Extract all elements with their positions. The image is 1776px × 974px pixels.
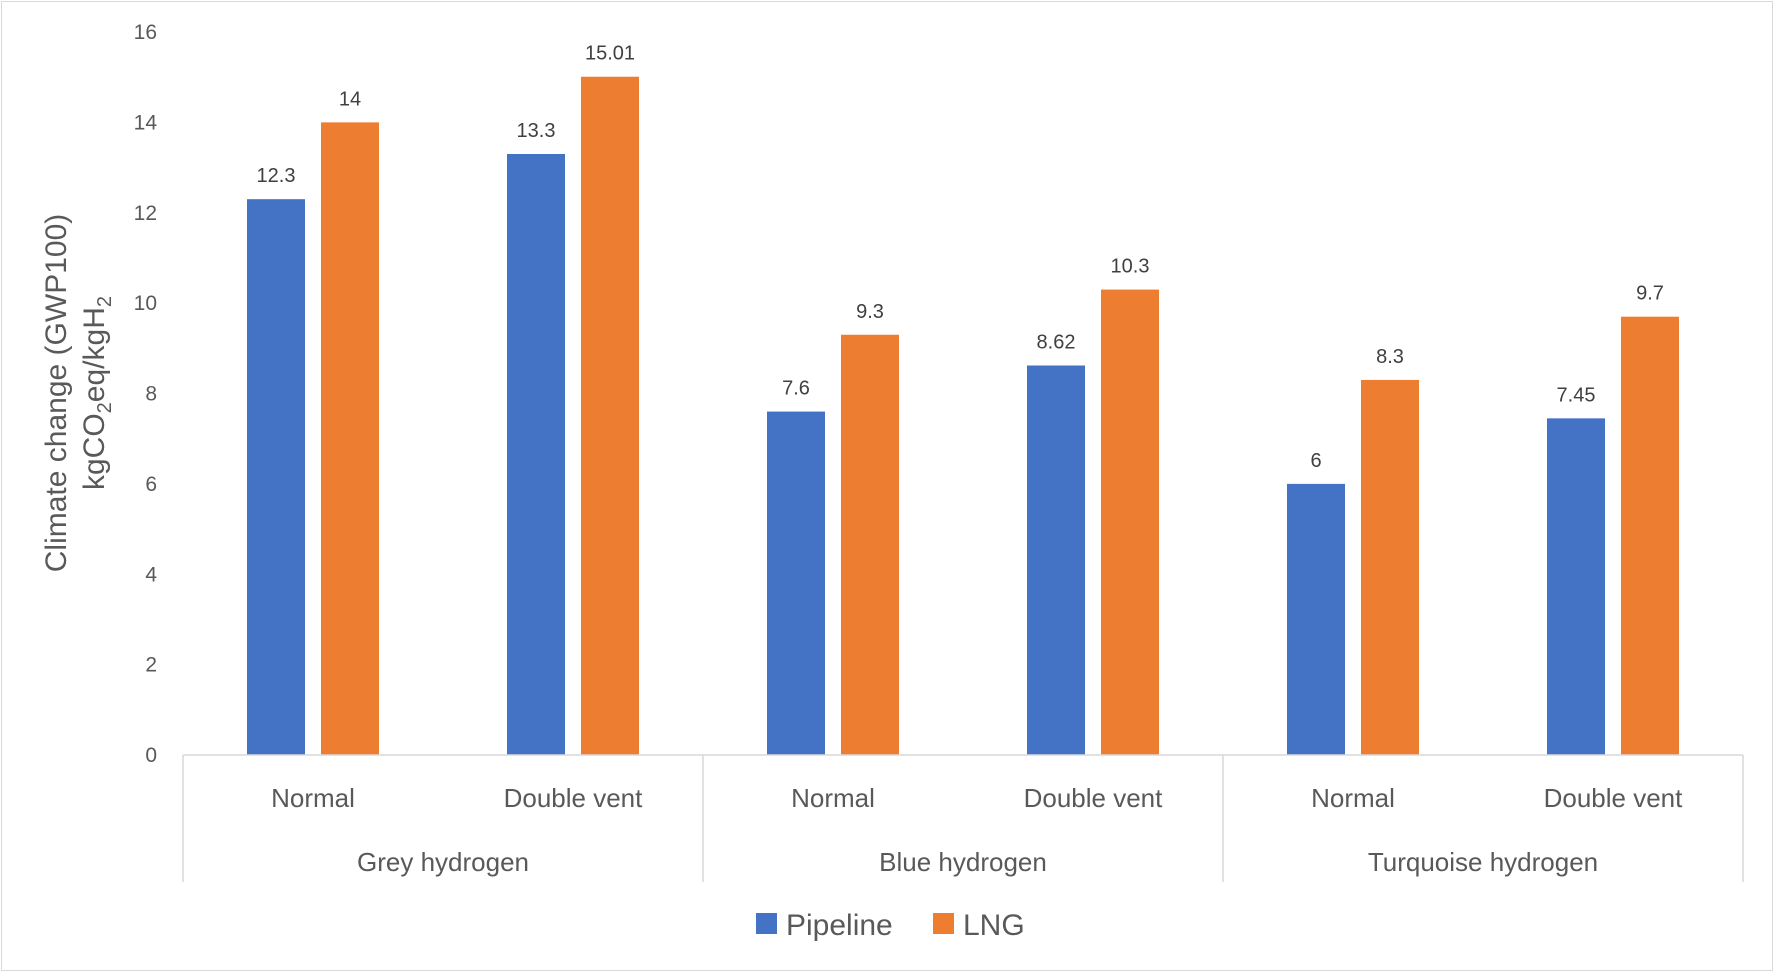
y-tick-label: 16 [134,21,157,44]
data-label: 12.3 [257,165,296,187]
legend-swatch-lng [933,913,954,934]
ylabel-sub-1: 2 [94,402,116,413]
ylabel-part-2: eq/kgH [78,307,111,402]
data-label: 9.3 [856,301,884,323]
group-label: Blue hydrogen [879,847,1047,877]
subcategory-label: Double vent [504,783,644,813]
legend-label: LNG [963,909,1025,942]
y-tick-label: 12 [134,202,157,225]
y-axis-label-line1: Climate change (GWP100) [40,214,73,572]
data-label: 7.45 [1557,384,1596,406]
data-label: 9.7 [1636,283,1664,305]
y-tick-label: 2 [145,654,157,677]
group-label: Turquoise hydrogen [1368,847,1598,877]
legend-swatch-pipeline [756,913,777,934]
subcategory-label: Double vent [1544,783,1684,813]
subcategory-label: Double vent [1024,783,1164,813]
bars [247,76,1679,756]
bar-lng [1101,289,1159,755]
data-label: 14 [339,88,361,110]
y-tick-label: 14 [134,111,158,134]
y-tick-label: 8 [145,383,157,406]
subcategory-label: Normal [1311,783,1395,813]
ylabel-sub-2: 2 [94,296,116,307]
y-tick-label: 10 [134,292,157,315]
bar-lng [581,76,639,756]
bar-pipeline [507,154,565,756]
y-tick-label: 0 [145,744,157,767]
data-label: 7.6 [782,378,810,400]
bar-pipeline [1027,365,1085,755]
y-tick-label: 6 [145,473,157,496]
data-label: 8.3 [1376,346,1404,368]
legend: Pipeline LNG [756,909,1025,942]
axis-lines [182,754,1744,882]
bar-lng [841,334,899,755]
subcategory-label: Normal [271,783,355,813]
data-labels: 12.3 14 13.3 15.01 7.6 9.3 8.62 10.3 6 8.3 7.45 9.7 [257,43,1664,472]
y-tick-label: 4 [145,563,157,586]
data-label: 15.01 [585,43,635,65]
subcategory-label: Normal [791,783,875,813]
bar-pipeline [1287,483,1345,755]
y-tick-labels: 0 2 4 6 8 10 12 14 16 [134,21,158,767]
bar-lng [321,122,379,755]
data-label: 13.3 [517,120,556,142]
data-label: 10.3 [1111,256,1150,278]
bar-pipeline [247,199,305,756]
category-labels: Normal Double vent Grey hydrogen Normal Doub… [271,783,1683,877]
bar-pipeline [1547,418,1605,755]
bar-lng [1621,316,1679,755]
group-label: Grey hydrogen [357,847,529,877]
data-label: 6 [1310,450,1321,472]
y-axis-label-line2: kgCO2eq/kgH2 [78,296,116,490]
bar-lng [1361,379,1419,755]
data-label: 8.62 [1037,331,1076,353]
ylabel-part-1: kgCO [78,413,111,490]
bar-pipeline [767,411,825,755]
legend-label: Pipeline [786,909,893,942]
